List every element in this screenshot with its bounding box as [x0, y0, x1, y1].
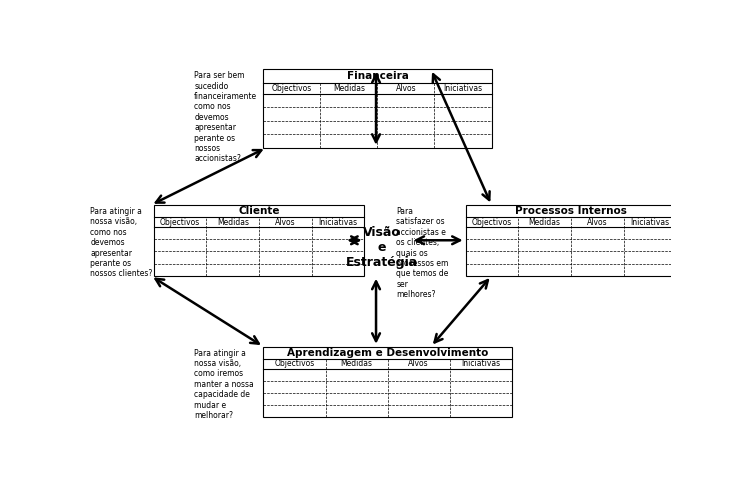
- Text: Cliente: Cliente: [238, 206, 280, 216]
- Bar: [264, 69, 492, 148]
- Text: Alvos: Alvos: [408, 359, 429, 368]
- Text: Financeira: Financeira: [346, 71, 408, 81]
- Text: Para atingir a
nossa visão,
como iremos
manter a nossa
capacidade de
mudar e
mel: Para atingir a nossa visão, como iremos …: [194, 348, 254, 420]
- Text: Medidas: Medidas: [333, 83, 365, 93]
- Text: Medidas: Medidas: [528, 218, 560, 227]
- Text: Iniciativas: Iniciativas: [461, 359, 500, 368]
- Text: Processos Internos: Processos Internos: [515, 206, 627, 216]
- Text: Objectivos: Objectivos: [160, 218, 200, 227]
- Text: Para ser bem
sucedido
financeiramente
como nos
devemos
apresentar
perante os
nos: Para ser bem sucedido financeiramente co…: [194, 71, 257, 164]
- Text: Aprendizagem e Desenvolvimento: Aprendizagem e Desenvolvimento: [287, 348, 488, 358]
- Bar: [153, 205, 364, 276]
- Text: Iniciativas: Iniciativas: [319, 218, 358, 227]
- Text: Medidas: Medidas: [217, 218, 249, 227]
- Text: Para
satisfazer os
accionistas e
os clientes,
quais os
processos em
que temos de: Para satisfazer os accionistas e os clie…: [396, 207, 448, 299]
- Text: Iniciativas: Iniciativas: [630, 218, 670, 227]
- Text: Iniciativas: Iniciativas: [443, 83, 483, 93]
- Text: Visão
e
Estratégia: Visão e Estratégia: [346, 227, 418, 269]
- Text: Para atingir a
nossa visão,
como nos
devemos
apresentar
perante os
nossos client: Para atingir a nossa visão, como nos dev…: [90, 207, 153, 278]
- Text: Objectivos: Objectivos: [274, 359, 314, 368]
- Bar: [466, 205, 676, 276]
- Text: Objectivos: Objectivos: [272, 83, 312, 93]
- Text: Medidas: Medidas: [340, 359, 372, 368]
- Text: Objectivos: Objectivos: [472, 218, 512, 227]
- Bar: [264, 347, 512, 417]
- Text: Alvos: Alvos: [396, 83, 416, 93]
- Text: Alvos: Alvos: [275, 218, 296, 227]
- Text: Alvos: Alvos: [587, 218, 608, 227]
